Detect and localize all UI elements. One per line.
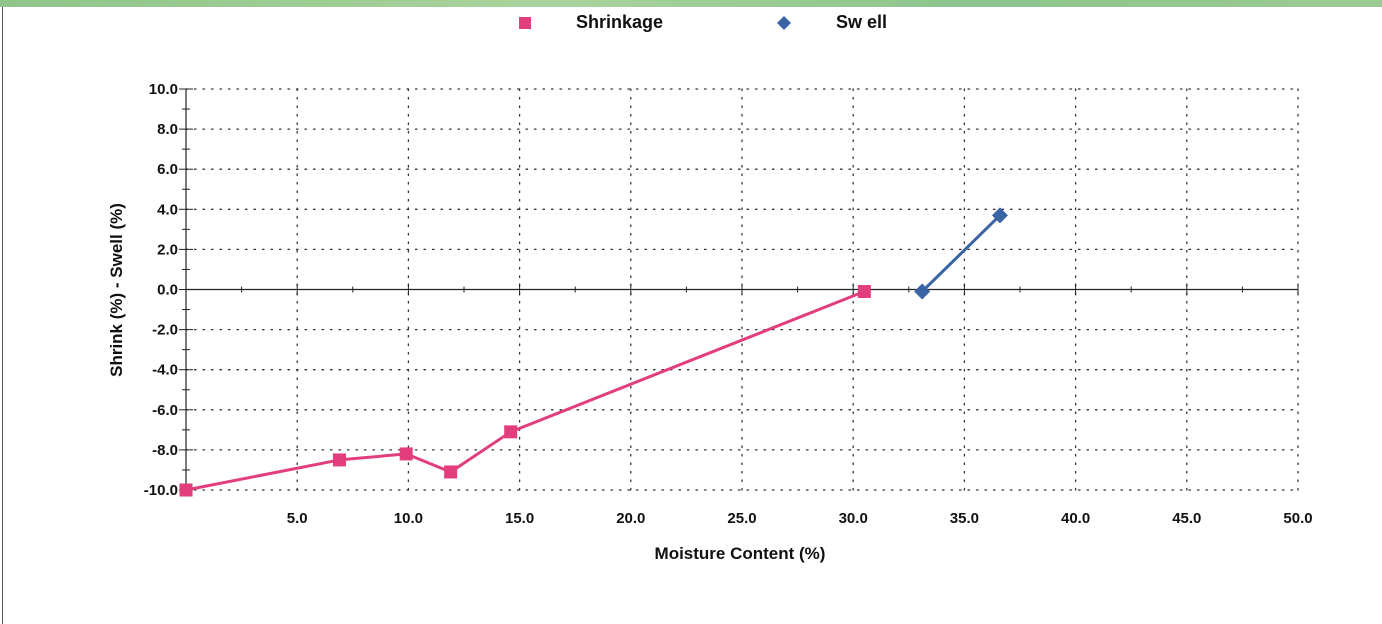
legend-marker-swell [777,15,791,30]
y-tick-label: -10.0 [144,482,178,499]
chart-legend: Shrinkage Sw ell [0,12,1382,38]
y-tick-label: -4.0 [152,362,178,379]
data-point-shrinkage [332,453,346,467]
y-tick-label: -2.0 [152,322,178,339]
legend-label-swell: Sw ell [836,12,888,32]
legend-entry-shrinkage: Shrinkage [518,12,663,33]
x-tick-label: 35.0 [950,510,979,527]
x-tick-label: 50.0 [1283,510,1312,527]
y-tick-label: 4.0 [157,201,178,218]
chart-series [179,207,1008,497]
chart-grid [185,88,1299,491]
data-point-shrinkage [399,447,413,461]
data-point-shrinkage [504,425,518,439]
series-line-1 [921,214,1002,293]
series-line-0 [185,290,865,492]
chart-tick-labels: 10.0 8.0 6.0 4.0 2.0 0.0 -2.0 -4.0 -6.0 -8.0 -10.0… [144,81,1313,527]
x-tick-label: 40.0 [1061,510,1090,527]
left-border-line [2,7,3,624]
x-axis-title: Moisture Content (%) [655,544,826,563]
x-tick-label: 10.0 [394,510,423,527]
top-decorative-band [0,0,1382,7]
chart-axes [179,88,1299,491]
data-point-shrinkage [444,465,458,479]
x-tick-label: 15.0 [505,510,534,527]
x-tick-label: 45.0 [1172,510,1201,527]
data-point-shrinkage [179,483,193,497]
legend-marker-shrinkage [519,16,531,29]
y-tick-label: -6.0 [152,402,178,419]
y-tick-label: 0.0 [157,282,178,299]
legend-label-shrinkage: Shrinkage [576,12,664,32]
data-point-shrinkage [857,285,871,299]
y-tick-label: 6.0 [157,161,178,178]
x-tick-label: 25.0 [727,510,756,527]
x-tick-label: 30.0 [839,510,868,527]
x-tick-label: 5.0 [287,510,308,527]
y-axis-title: Shrink (%) - Swell (%) [107,203,126,377]
y-tick-label: -8.0 [152,442,178,459]
y-tick-label: 2.0 [157,241,178,258]
y-tick-label: 10.0 [149,81,178,98]
x-tick-label: 20.0 [616,510,645,527]
y-tick-label: 8.0 [157,121,178,138]
data-point-swell [914,283,931,300]
legend-entry-swell: Sw ell [776,12,887,33]
data-point-swell [991,207,1008,224]
